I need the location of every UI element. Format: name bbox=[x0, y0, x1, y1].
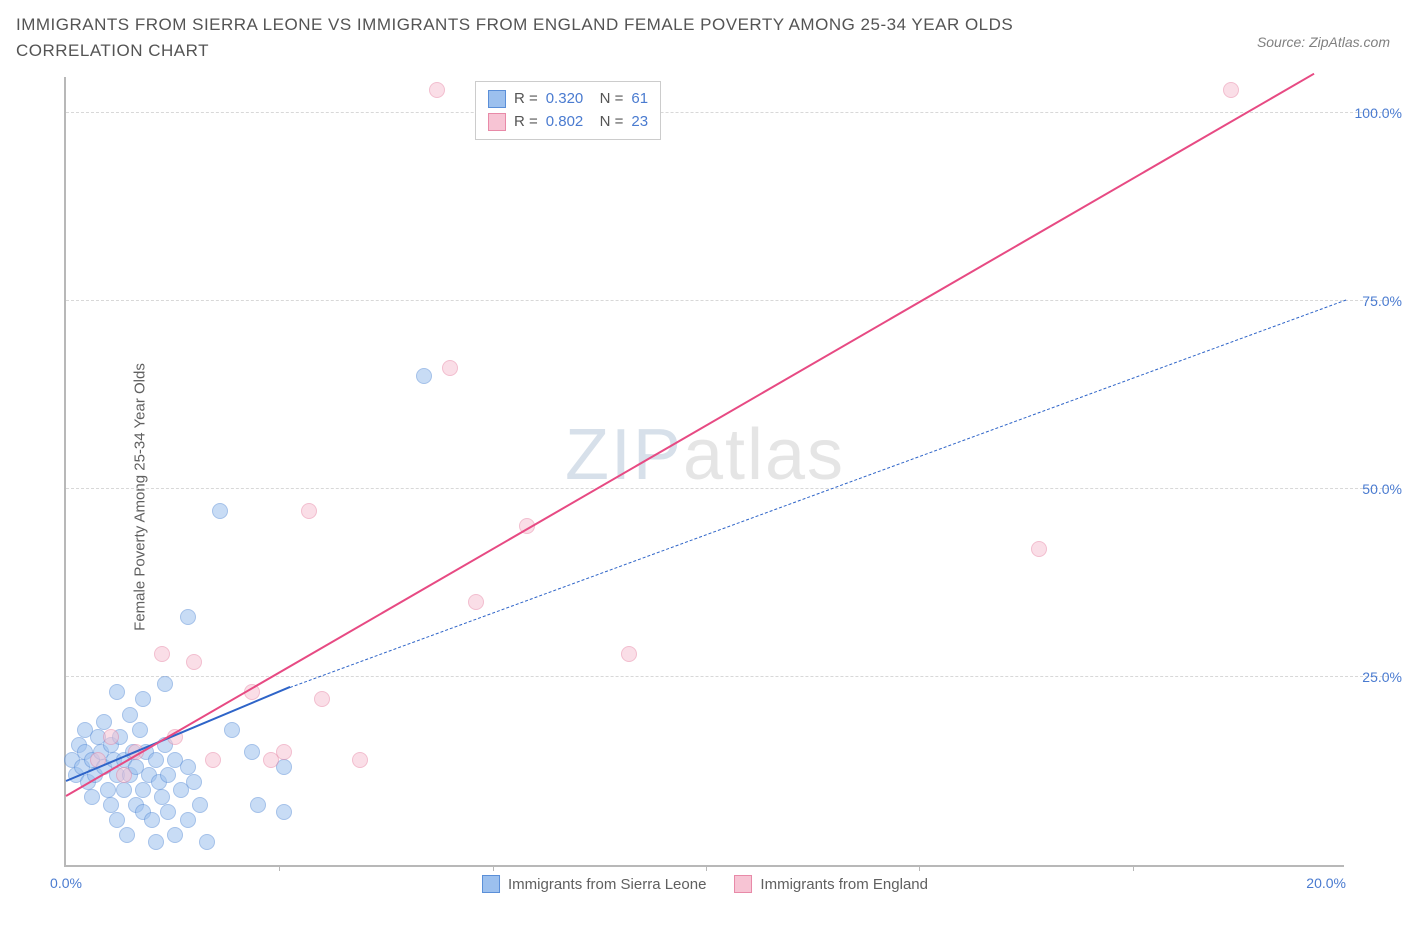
data-point bbox=[186, 774, 202, 790]
data-point bbox=[352, 752, 368, 768]
stat-r-label: R = bbox=[514, 111, 538, 134]
data-point bbox=[468, 594, 484, 610]
data-point bbox=[157, 676, 173, 692]
y-tick-label: 50.0% bbox=[1348, 481, 1402, 497]
data-point bbox=[148, 752, 164, 768]
stat-r-label: R = bbox=[514, 88, 538, 111]
data-point bbox=[132, 722, 148, 738]
data-point bbox=[103, 729, 119, 745]
data-point bbox=[154, 789, 170, 805]
data-point bbox=[148, 834, 164, 850]
data-point bbox=[144, 812, 160, 828]
stat-n-label: N = bbox=[591, 111, 623, 134]
data-point bbox=[167, 827, 183, 843]
y-tick-label: 75.0% bbox=[1348, 293, 1402, 309]
legend-swatch bbox=[482, 875, 500, 893]
data-point bbox=[276, 804, 292, 820]
data-point bbox=[192, 797, 208, 813]
data-point bbox=[180, 609, 196, 625]
gridline bbox=[66, 676, 1388, 677]
stats-row: R = 0.802 N = 23 bbox=[488, 111, 648, 134]
header: IMMIGRANTS FROM SIERRA LEONE VS IMMIGRAN… bbox=[16, 12, 1390, 63]
legend-item: Immigrants from Sierra Leone bbox=[482, 875, 706, 893]
data-point bbox=[244, 744, 260, 760]
x-tick bbox=[919, 865, 920, 871]
data-point bbox=[314, 691, 330, 707]
data-point bbox=[301, 503, 317, 519]
x-tick-label: 20.0% bbox=[1306, 875, 1346, 891]
data-point bbox=[154, 646, 170, 662]
data-point bbox=[84, 789, 100, 805]
y-tick-label: 25.0% bbox=[1348, 669, 1402, 685]
data-point bbox=[116, 767, 132, 783]
source-attribution: Source: ZipAtlas.com bbox=[1257, 34, 1390, 50]
data-point bbox=[135, 691, 151, 707]
data-point bbox=[429, 82, 445, 98]
bottom-legend: Immigrants from Sierra Leone Immigrants f… bbox=[482, 875, 928, 893]
data-point bbox=[442, 360, 458, 376]
legend-item: Immigrants from England bbox=[734, 875, 928, 893]
data-point bbox=[199, 834, 215, 850]
chart-title: IMMIGRANTS FROM SIERRA LEONE VS IMMIGRAN… bbox=[16, 12, 1136, 63]
data-point bbox=[119, 827, 135, 843]
data-point bbox=[224, 722, 240, 738]
data-point bbox=[116, 782, 132, 798]
data-point bbox=[96, 714, 112, 730]
data-point bbox=[621, 646, 637, 662]
data-point bbox=[180, 759, 196, 775]
gridline bbox=[66, 300, 1388, 301]
stats-legend: R = 0.320 N = 61R = 0.802 N = 23 bbox=[475, 81, 661, 140]
legend-swatch bbox=[734, 875, 752, 893]
x-tick bbox=[493, 865, 494, 871]
stat-n-label: N = bbox=[591, 88, 623, 111]
stat-r-value: 0.320 bbox=[546, 88, 584, 111]
data-point bbox=[160, 804, 176, 820]
data-point bbox=[160, 767, 176, 783]
data-point bbox=[135, 782, 151, 798]
data-point bbox=[103, 797, 119, 813]
stats-row: R = 0.320 N = 61 bbox=[488, 88, 648, 111]
data-point bbox=[109, 684, 125, 700]
data-point bbox=[1223, 82, 1239, 98]
y-tick-label: 100.0% bbox=[1348, 105, 1402, 121]
data-point bbox=[109, 812, 125, 828]
stat-n-value: 61 bbox=[631, 88, 648, 111]
x-tick bbox=[706, 865, 707, 871]
stat-n-value: 23 bbox=[631, 111, 648, 134]
data-point bbox=[100, 782, 116, 798]
gridline bbox=[66, 112, 1388, 113]
legend-swatch bbox=[488, 113, 506, 131]
x-tick bbox=[279, 865, 280, 871]
data-point bbox=[180, 812, 196, 828]
gridline bbox=[66, 488, 1388, 489]
data-point bbox=[186, 654, 202, 670]
stat-r-value: 0.802 bbox=[546, 111, 584, 134]
data-point bbox=[205, 752, 221, 768]
x-tick-label: 0.0% bbox=[50, 875, 82, 891]
data-point bbox=[416, 368, 432, 384]
correlation-chart: Female Poverty Among 25-34 Year Olds ZIP… bbox=[16, 67, 1390, 927]
x-tick bbox=[1133, 865, 1134, 871]
legend-label: Immigrants from Sierra Leone bbox=[508, 876, 706, 893]
data-point bbox=[122, 707, 138, 723]
trend-line bbox=[290, 300, 1346, 688]
data-point bbox=[1031, 541, 1047, 557]
legend-swatch bbox=[488, 90, 506, 108]
legend-label: Immigrants from England bbox=[760, 876, 928, 893]
plot-area: ZIPatlas 25.0%50.0%75.0%100.0%0.0%20.0%R… bbox=[64, 77, 1344, 867]
data-point bbox=[276, 744, 292, 760]
data-point bbox=[250, 797, 266, 813]
data-point bbox=[212, 503, 228, 519]
trend-line bbox=[65, 73, 1314, 797]
